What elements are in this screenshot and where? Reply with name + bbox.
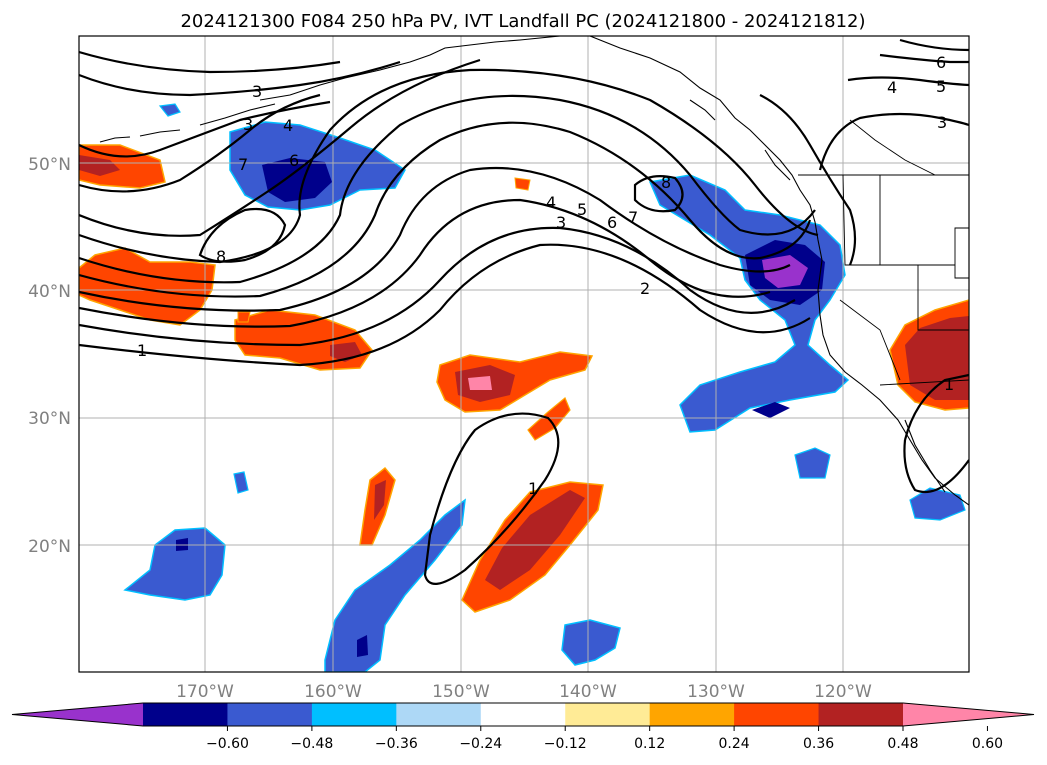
contour-label: 3 [243,115,253,134]
map-frame [78,35,970,673]
coastlines [99,36,969,506]
negative-anomaly-core [357,635,368,657]
negative-anomaly-peak [762,255,808,288]
positive-anomaly-area [514,177,531,191]
colorbar-segment [396,703,482,726]
contour-label: 4 [546,193,556,212]
colorbar-outline [11,702,1035,727]
negative-anomaly-core [262,158,332,202]
contour-label: 4 [887,78,897,97]
contour-label: 1 [944,375,954,394]
graticule [79,36,969,672]
contour-label: 3 [252,82,262,101]
colorbar-tick-label: 0.36 [803,736,834,752]
lat-label: 40°N [28,282,71,302]
contour-label: 6 [936,53,946,72]
colorbar: −0.60 −0.48 −0.36 −0.24 −0.12 0.12 0.24 0.36 0.4… [11,702,1035,752]
negative-anomaly-core [752,402,790,418]
colorbar-tick-label: −0.48 [290,736,333,752]
negative-anomaly-area [233,471,249,494]
colorbar-tick-label: −0.60 [206,736,249,752]
lat-label: 30°N [28,409,71,429]
positive-anomaly-area [237,311,251,323]
contour-label: 2 [640,279,650,298]
positive-anomaly-core [79,155,120,176]
lon-label: 160°W [304,682,362,702]
pv-contours [79,38,969,585]
colorbar-segment [227,703,313,726]
contour-label: 8 [661,173,671,192]
colorbar-tick-label: −0.36 [375,736,418,752]
negative-anomaly-area [909,487,966,521]
figure-title: 2024121300 F084 250 hPa PV, IVT Landfall… [180,11,865,32]
colorbar-segment [480,703,566,726]
colorbar-segment [565,703,651,726]
contour-label: 1 [137,341,147,360]
colorbar-segment [734,703,820,726]
map-panel: 3 3 4 5 6 7 8 1 4 3 5 6 7 8 2 1 1 6 5 4 [78,35,970,673]
political-borders [798,119,969,386]
lon-label: 150°W [432,682,490,702]
contour-label: 3 [556,213,566,232]
colorbar-segment [143,703,228,726]
contour-label: 6 [289,151,299,170]
negative-anomaly-area [158,103,181,117]
contour-label: 3 [937,113,947,132]
colorbar-segment [649,703,735,726]
negative-anomaly-area [794,447,831,479]
latitude-labels: 50°N 40°N 30°N 20°N [28,155,71,557]
positive-anomaly-peak [468,376,492,390]
contour-label: 1 [528,479,538,498]
positive-anomaly-core [374,480,386,520]
contour-label: 6 [607,213,617,232]
colorbar-tick-label: −0.24 [459,736,502,752]
contour-label: 4 [283,116,293,135]
colorbar-segment [311,703,397,726]
lat-label: 50°N [28,155,71,175]
negative-anomaly-area [561,619,621,666]
lon-label: 130°W [687,682,745,702]
lat-label: 20°N [28,537,71,557]
colorbar-tick-label: −0.12 [544,736,587,752]
colorbar-tick-label: 0.24 [719,736,750,752]
colorbar-tick-label: 0.12 [634,736,665,752]
contour-label: 8 [216,247,226,266]
colorbar-extend-max [903,703,1034,726]
lon-label: 120°W [814,682,872,702]
lon-label: 170°W [176,682,234,702]
contour-label: 5 [577,200,587,219]
contour-label: 7 [238,155,248,174]
lon-label: 140°W [559,682,617,702]
colorbar-extend-min [12,703,143,726]
contour-label: 5 [936,77,946,96]
colorbar-tick-label: 0.48 [887,736,918,752]
positive-anomaly-core [485,490,585,590]
contour-labels: 3 3 4 5 6 7 8 1 4 3 5 6 7 8 2 1 1 6 5 4 [137,53,954,498]
longitude-labels: 170°W 160°W 150°W 140°W 130°W 120°W [176,682,872,702]
colorbar-segment [818,703,904,726]
colorbar-tick-label: 0.60 [972,736,1003,752]
contour-label: 7 [628,208,638,227]
ivt-shading [79,103,969,672]
